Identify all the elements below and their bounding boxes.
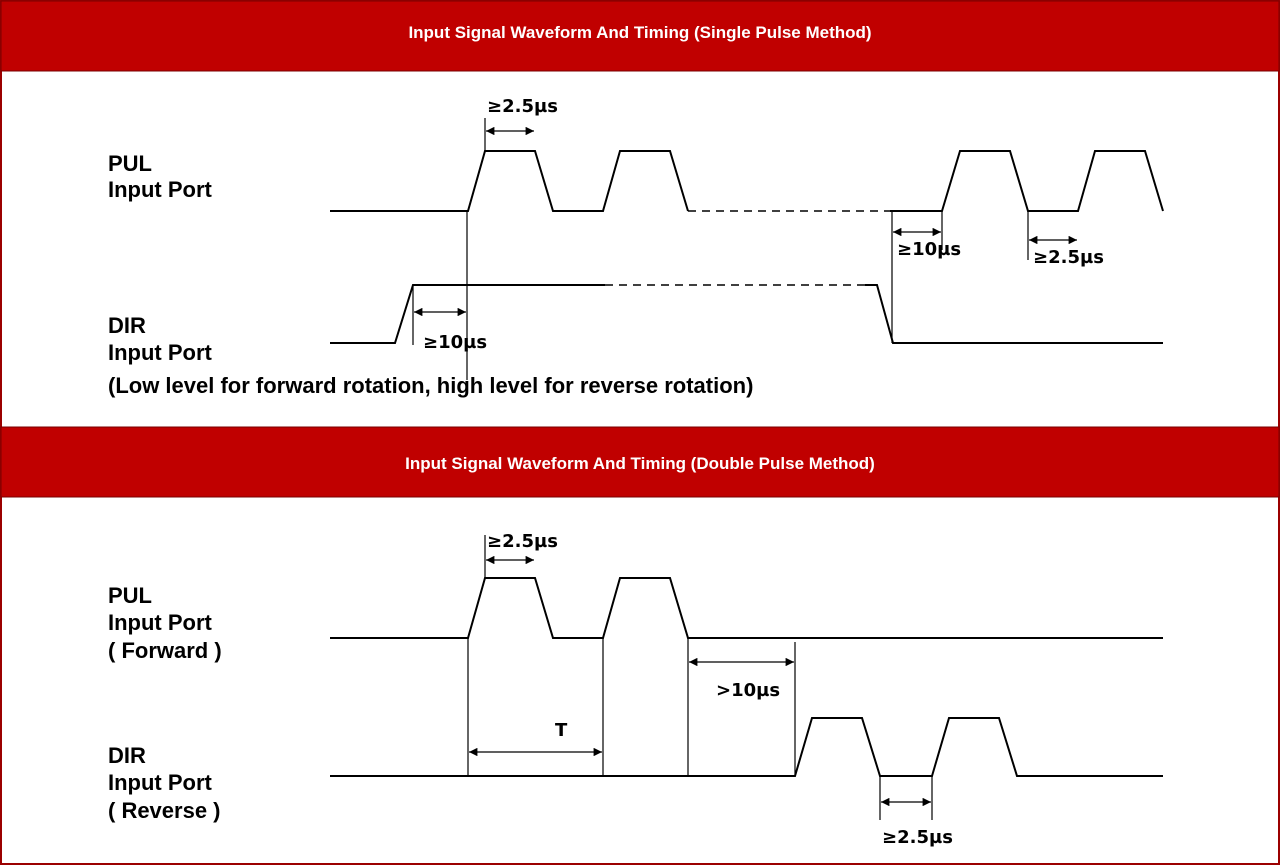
annotation: ≥10µs [897, 239, 961, 260]
waveform [330, 118, 1164, 380]
signal-label: Input Port [108, 340, 213, 365]
signal-label: DIR [108, 743, 146, 768]
annotation: >10µs [716, 680, 780, 701]
signal-label: PUL [108, 151, 152, 176]
annotation: ≥2.5µs [487, 96, 558, 117]
annotation: ≥10µs [423, 332, 487, 353]
annotation: ≥2.5µs [882, 827, 953, 848]
signal-label: ( Reverse ) [108, 798, 221, 823]
signal-label: DIR [108, 313, 146, 338]
signal-label: Input Port [108, 610, 213, 635]
header [0, 426, 1280, 498]
annotation: ≥2.5µs [487, 531, 558, 552]
header [0, 0, 1280, 72]
signal-label: Input Port [108, 177, 213, 202]
annotation: ≥2.5µs [1033, 247, 1104, 268]
note: (Low level for forward rotation, high le… [108, 373, 753, 398]
annotation: T [555, 720, 568, 741]
signal-label: ( Forward ) [108, 638, 222, 663]
signal-label: Input Port [108, 770, 213, 795]
signal-label: PUL [108, 583, 152, 608]
header-title: Input Signal Waveform And Timing (Single… [408, 23, 871, 42]
header-title: Input Signal Waveform And Timing (Double… [405, 454, 875, 473]
waveform [330, 535, 1163, 820]
